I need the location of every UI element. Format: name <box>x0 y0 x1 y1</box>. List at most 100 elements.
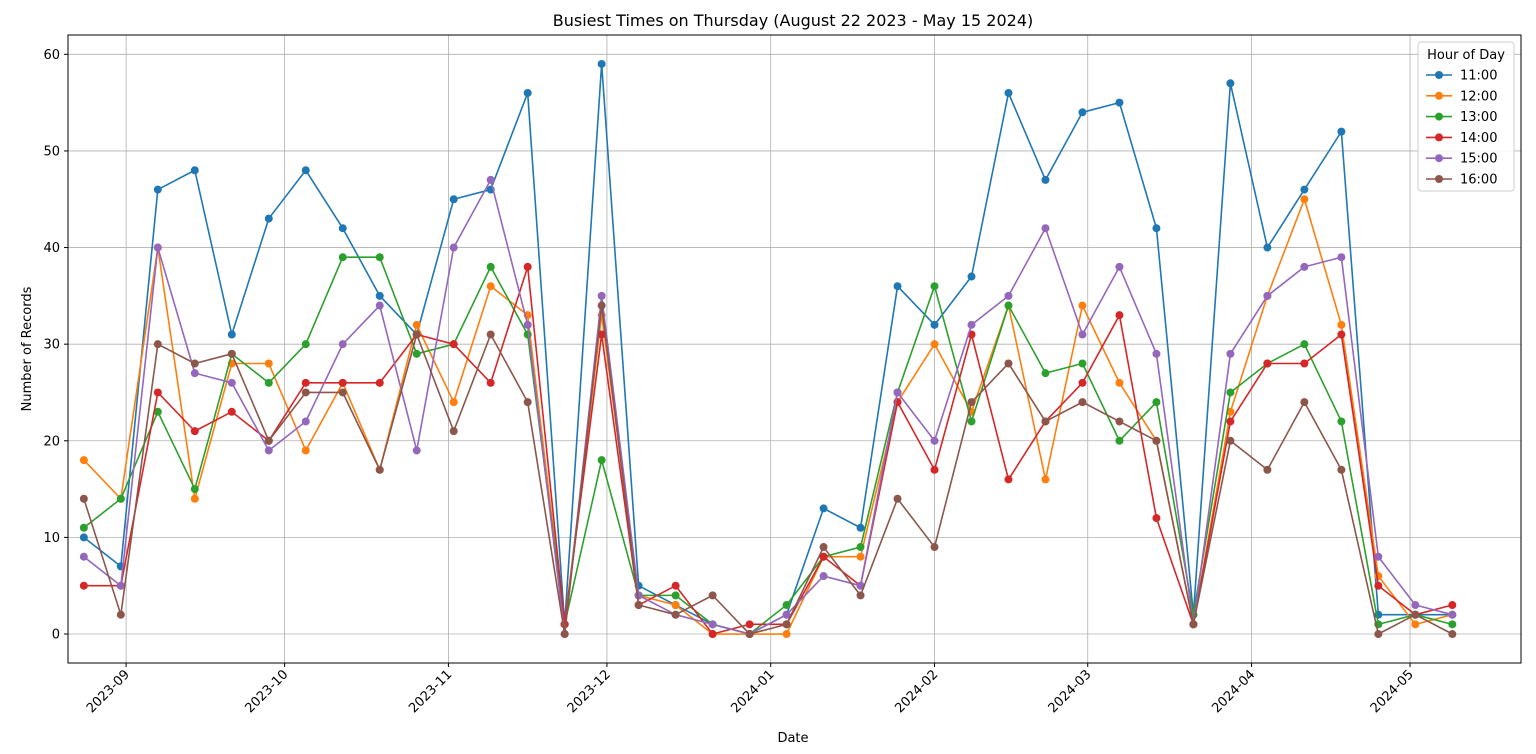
data-point <box>671 601 680 610</box>
data-point <box>1411 601 1420 610</box>
data-point <box>1448 610 1457 619</box>
series-group <box>79 59 1457 639</box>
data-point <box>301 340 310 349</box>
legend-item: 11:00 <box>1426 69 1497 84</box>
y-tick-label: 20 <box>43 434 60 449</box>
data-point <box>449 427 458 436</box>
data-point <box>1078 301 1087 310</box>
data-point <box>1004 88 1013 97</box>
series-line <box>83 179 1453 635</box>
data-point <box>375 465 384 474</box>
data-point <box>1078 330 1087 339</box>
data-point <box>856 552 865 561</box>
data-point <box>338 253 347 262</box>
data-point <box>671 610 680 619</box>
data-point <box>190 369 199 378</box>
data-point <box>856 581 865 590</box>
data-point <box>153 243 162 252</box>
series-1600 <box>79 301 1457 639</box>
legend-swatch-marker <box>1435 175 1443 183</box>
data-point <box>634 601 643 610</box>
data-point <box>79 552 88 561</box>
data-point <box>486 282 495 291</box>
legend-label: 11:00 <box>1460 69 1497 84</box>
data-point <box>597 330 606 339</box>
data-point <box>1300 359 1309 368</box>
data-point <box>486 262 495 271</box>
series-line <box>83 256 1453 635</box>
data-point <box>1078 378 1087 387</box>
legend-label: 15:00 <box>1460 152 1497 167</box>
legend-label: 12:00 <box>1460 89 1497 104</box>
data-point <box>1004 359 1013 368</box>
data-point <box>264 359 273 368</box>
legend-item: 16:00 <box>1426 173 1497 188</box>
chart-title: Busiest Times on Thursday (August 22 202… <box>553 11 1034 30</box>
data-point <box>153 185 162 194</box>
data-point <box>1300 398 1309 407</box>
data-point <box>264 446 273 455</box>
data-point <box>1226 79 1235 88</box>
data-point <box>1263 243 1272 252</box>
y-tick-label: 60 <box>43 48 60 63</box>
y-tick-label: 0 <box>52 628 60 643</box>
data-point <box>893 388 902 397</box>
data-point <box>1041 417 1050 426</box>
data-point <box>1226 349 1235 358</box>
data-point <box>819 504 828 513</box>
data-point <box>338 388 347 397</box>
data-point <box>1411 620 1420 629</box>
data-point <box>856 543 865 552</box>
data-point <box>301 166 310 175</box>
data-point <box>782 630 791 639</box>
data-point <box>1374 581 1383 590</box>
legend-label: 13:00 <box>1460 110 1497 125</box>
data-point <box>1115 436 1124 445</box>
legend-title: Hour of Day <box>1427 48 1505 63</box>
data-point <box>523 262 532 271</box>
data-point <box>301 388 310 397</box>
data-point <box>1115 311 1124 320</box>
legend-item: 14:00 <box>1426 131 1497 146</box>
data-point <box>449 243 458 252</box>
data-point <box>819 572 828 581</box>
data-point <box>1300 262 1309 271</box>
data-point <box>153 340 162 349</box>
data-point <box>708 620 717 629</box>
data-point <box>1300 340 1309 349</box>
data-point <box>1041 175 1050 184</box>
data-point <box>116 581 125 590</box>
y-axis-label: Number of Records <box>20 286 35 411</box>
y-tick-label: 50 <box>43 144 60 159</box>
data-point <box>449 340 458 349</box>
data-point <box>930 282 939 291</box>
data-point <box>1226 388 1235 397</box>
data-point <box>301 446 310 455</box>
data-point <box>856 591 865 600</box>
data-point <box>1004 301 1013 310</box>
data-point <box>1189 620 1198 629</box>
data-point <box>301 417 310 426</box>
data-point <box>1337 465 1346 474</box>
data-point <box>190 485 199 494</box>
data-point <box>79 523 88 532</box>
data-point <box>1226 417 1235 426</box>
data-point <box>264 378 273 387</box>
data-point <box>1115 262 1124 271</box>
data-point <box>560 630 569 639</box>
data-point <box>375 291 384 300</box>
legend-swatch-marker <box>1435 133 1443 142</box>
legend-label: 16:00 <box>1460 173 1497 188</box>
data-point <box>930 340 939 349</box>
data-point <box>1152 514 1161 523</box>
data-point <box>79 494 88 503</box>
data-point <box>486 330 495 339</box>
data-point <box>227 407 236 416</box>
x-axis-label: Date <box>777 731 808 746</box>
data-point <box>819 552 828 561</box>
data-point <box>1337 330 1346 339</box>
legend-item: 13:00 <box>1426 110 1497 125</box>
data-point <box>153 388 162 397</box>
data-point <box>301 378 310 387</box>
